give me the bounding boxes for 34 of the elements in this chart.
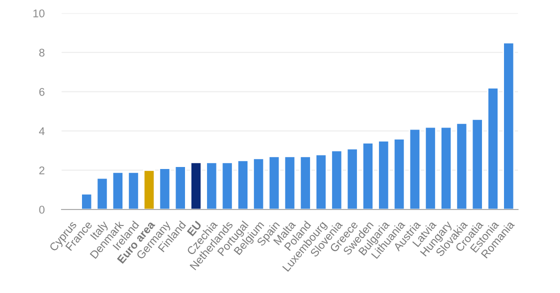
bar [252,158,265,210]
bar [80,193,93,210]
y-tick-label: 4 [39,127,45,135]
bar [143,170,156,210]
bar [158,168,171,210]
bar [486,87,499,210]
bar [440,126,452,210]
bar [315,154,328,210]
y-tick-label: 0 [39,206,44,214]
bar [299,156,312,210]
bar [206,162,218,210]
bar [174,166,186,210]
bar [112,172,124,210]
bar [190,162,202,210]
bar [502,42,515,210]
bar [284,156,296,210]
bar [96,177,108,210]
y-tick-label: 10 [33,9,44,18]
bar [221,162,234,210]
y-tick-label: 2 [39,166,44,174]
bar [424,126,436,210]
y-tick-label: 8 [39,48,44,57]
bar [408,128,421,210]
bar [268,156,280,210]
bar [471,118,484,210]
bar [393,138,406,210]
bar [127,172,140,210]
bar [236,160,249,210]
bar [330,150,343,210]
bar [362,142,374,210]
bar [378,140,390,210]
y-tick-label: 6 [39,88,44,96]
bar [456,122,468,210]
bar [346,148,358,210]
